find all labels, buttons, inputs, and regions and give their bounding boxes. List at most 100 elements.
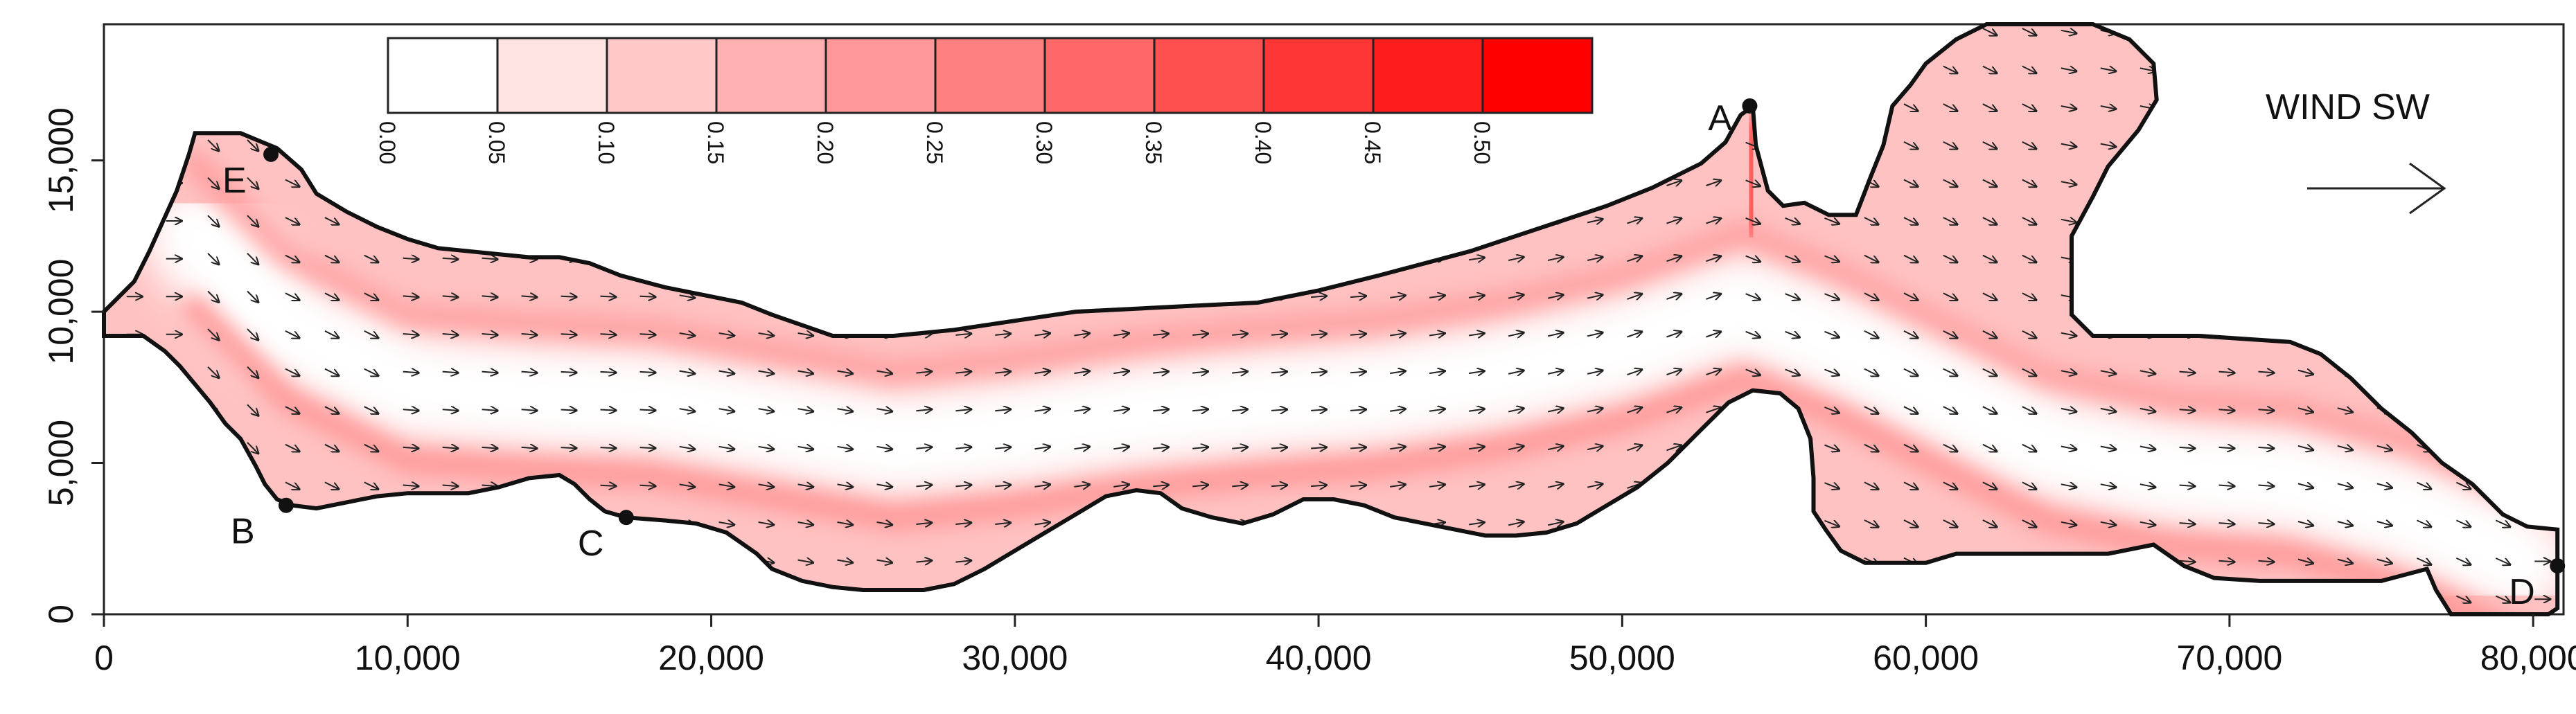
vector-arrow [403, 372, 418, 373]
colorbar-label: 0.10 [594, 121, 619, 164]
vector-arrow [482, 334, 497, 335]
vector-arrow [718, 522, 734, 525]
vector-arrow [482, 372, 497, 373]
vector-arrow [995, 409, 1010, 411]
vector-arrow [1508, 371, 1524, 374]
vector-arrow [1903, 292, 1918, 300]
vector-arrow [639, 296, 655, 297]
vector-arrow [561, 372, 576, 373]
vector-arrow [1232, 334, 1247, 335]
vector-arrow [521, 372, 537, 373]
vector-arrow [2100, 484, 2116, 487]
vector-arrow [2061, 220, 2076, 222]
vector-arrow [1864, 217, 1878, 224]
vector-arrow [1508, 257, 1524, 260]
vector-arrow [1192, 485, 1208, 486]
vector-arrow [2337, 521, 2352, 526]
vector-arrow [1350, 372, 1366, 373]
vector-arrow [955, 409, 971, 411]
colorbar-legend: 0.00 0.05 0.10 0.15 0.20 0.25 0.30 0.35 0.40 0.45… [375, 37, 1594, 164]
vector-arrow [837, 484, 853, 487]
vector-arrow [718, 447, 734, 449]
vector-arrow [1113, 409, 1129, 411]
vector-arrow [2140, 371, 2155, 373]
vector-arrow [2376, 446, 2392, 450]
vector-arrow [1311, 296, 1326, 297]
vector-arrow [1034, 485, 1050, 487]
vector-arrow [521, 447, 537, 449]
vector-arrow [1192, 409, 1208, 411]
vector-arrow [1903, 217, 1918, 224]
vector-arrow [1350, 296, 1366, 297]
vector-arrow [1350, 334, 1366, 335]
vector-arrow [1943, 65, 1957, 73]
vector-arrow [1903, 443, 1918, 452]
vector-arrow [364, 254, 378, 262]
vector-arrow [2140, 484, 2155, 487]
station-point [1742, 98, 1758, 114]
vector-arrow [1666, 408, 1682, 413]
vector-arrow [1547, 257, 1563, 260]
vector-arrow [2179, 409, 2195, 411]
colorbar-label: 0.50 [1470, 121, 1494, 164]
x-tick-label: 20,000 [658, 639, 764, 677]
vector-arrow [1982, 330, 1997, 338]
vector-arrow [639, 410, 655, 411]
vector-arrow [2495, 595, 2509, 603]
vector-arrow [1943, 179, 1957, 187]
vector-arrow [876, 484, 892, 487]
vector-arrow [1429, 371, 1445, 373]
colorbar-swatch [1043, 37, 1156, 114]
vector-arrow [403, 334, 418, 335]
vector-arrow [1903, 406, 1918, 413]
vector-arrow [1468, 447, 1484, 449]
vector-arrow [1153, 409, 1168, 411]
vector-arrow [1943, 254, 1957, 262]
vector-arrow [1232, 371, 1247, 373]
vector-arrow [364, 292, 378, 300]
vector-arrow [955, 371, 971, 373]
vector-arrow [1706, 294, 1721, 299]
vector-arrow [2022, 292, 2036, 300]
vector-arrow [2495, 519, 2509, 526]
vector-arrow [797, 371, 813, 374]
vector-arrow [2022, 103, 2036, 111]
vector-arrow [1390, 371, 1405, 373]
vector-arrow [1034, 522, 1050, 524]
vector-arrow [2297, 560, 2313, 564]
vector-arrow [2337, 560, 2352, 564]
vector-arrow [2022, 141, 2036, 149]
vector-arrow [1943, 481, 1957, 489]
vector-arrow [285, 406, 299, 413]
vector-arrow [1943, 368, 1957, 376]
vector-arrow [797, 484, 813, 487]
colorbar-label: 0.40 [1251, 121, 1276, 164]
vector-arrow [1271, 372, 1287, 373]
vector-arrow [1311, 334, 1326, 335]
vector-arrow [1903, 254, 1918, 262]
vector-arrow [1982, 481, 1997, 489]
vector-arrow [1390, 485, 1405, 487]
vector-arrow [1903, 481, 1918, 489]
vector-arrow [1390, 333, 1405, 335]
vector-arrow [403, 409, 418, 411]
vector-arrow [1824, 218, 1840, 224]
x-tick-label: 10,000 [355, 639, 461, 677]
vector-arrow [639, 372, 655, 373]
vector-arrow [2022, 254, 2036, 262]
high-speed-band-south [181, 294, 2532, 614]
y-tick-label: 10,000 [42, 259, 80, 365]
vector-arrow [1271, 485, 1287, 487]
high-speed-band-north [181, 150, 2532, 504]
vector-arrow [2140, 409, 2155, 411]
vector-arrow [207, 253, 219, 265]
vector-arrow [2258, 523, 2274, 524]
vector-arrow [1232, 409, 1247, 411]
vector-arrow [1982, 368, 1997, 376]
vector-arrow [247, 442, 258, 454]
vector-arrow [2179, 561, 2195, 562]
vector-arrow [1745, 332, 1760, 337]
vector-arrow [1311, 485, 1326, 487]
vector-arrow [2179, 523, 2195, 524]
vector-arrow [285, 292, 299, 300]
